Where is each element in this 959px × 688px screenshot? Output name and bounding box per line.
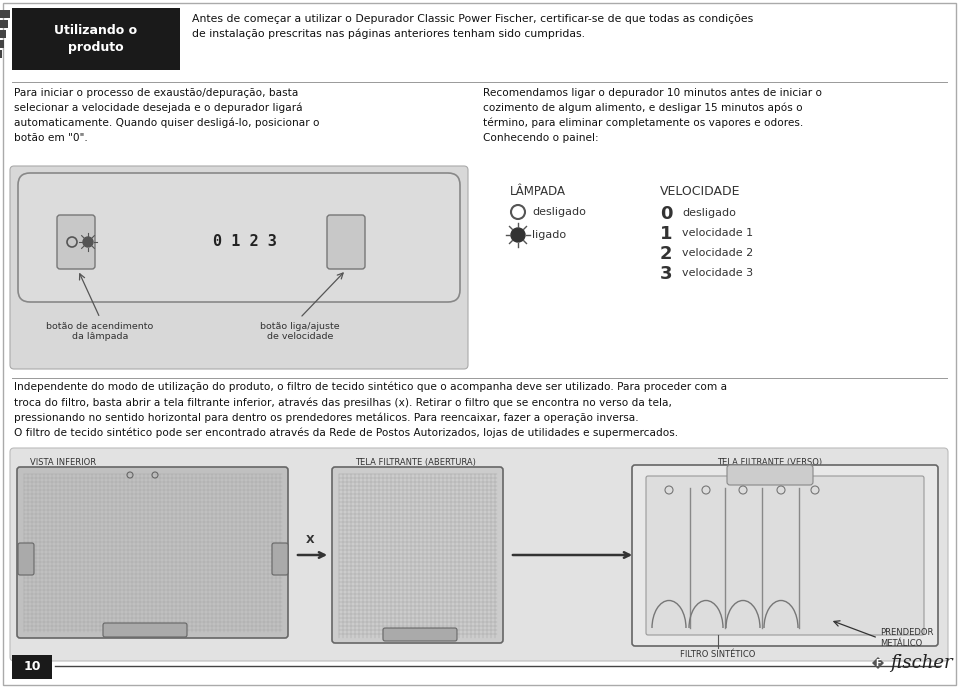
Text: 2: 2 <box>660 245 672 263</box>
Bar <box>0 10 10 18</box>
Bar <box>0 50 2 58</box>
Text: 3: 3 <box>660 265 672 283</box>
Text: Independente do modo de utilização do produto, o filtro de tecido sintético que : Independente do modo de utilização do pr… <box>14 382 727 438</box>
Bar <box>0 20 8 28</box>
Bar <box>0 30 6 38</box>
Text: F: F <box>876 658 880 667</box>
Text: botão liga/ajuste
de velocidade: botão liga/ajuste de velocidade <box>260 322 339 341</box>
FancyBboxPatch shape <box>10 448 948 661</box>
Text: 0: 0 <box>660 205 672 223</box>
Circle shape <box>511 228 525 242</box>
Text: fischer: fischer <box>890 654 952 672</box>
FancyBboxPatch shape <box>18 173 460 302</box>
Text: desligado: desligado <box>532 207 586 217</box>
Text: TELA FILTRANTE (ABERTURA): TELA FILTRANTE (ABERTURA) <box>355 458 476 467</box>
Text: VISTA INFERIOR
MONTADA: VISTA INFERIOR MONTADA <box>30 458 96 477</box>
FancyBboxPatch shape <box>103 623 187 637</box>
Text: PRENDEDOR
METÁLICO: PRENDEDOR METÁLICO <box>880 628 933 647</box>
FancyBboxPatch shape <box>272 543 288 575</box>
FancyBboxPatch shape <box>57 215 95 269</box>
Bar <box>0 40 4 48</box>
Text: velocidade 3: velocidade 3 <box>682 268 753 278</box>
FancyBboxPatch shape <box>10 166 468 369</box>
Text: velocidade 1: velocidade 1 <box>682 228 753 238</box>
FancyBboxPatch shape <box>17 467 288 638</box>
FancyBboxPatch shape <box>327 215 365 269</box>
Circle shape <box>83 237 93 247</box>
Text: 1: 1 <box>660 225 672 243</box>
FancyBboxPatch shape <box>646 476 924 635</box>
Text: VELOCIDADE: VELOCIDADE <box>660 185 740 198</box>
Text: Para iniciar o processo de exaustão/depuração, basta
selecionar a velocidade des: Para iniciar o processo de exaustão/depu… <box>14 88 319 142</box>
Text: Utilizando o
produto: Utilizando o produto <box>55 24 137 54</box>
Text: FILTRO SINTÉTICO: FILTRO SINTÉTICO <box>680 650 756 659</box>
Text: desligado: desligado <box>682 208 736 218</box>
Bar <box>12 655 52 679</box>
Text: Recomendamos ligar o depurador 10 minutos antes de iniciar o
cozimento de algum : Recomendamos ligar o depurador 10 minuto… <box>483 88 822 142</box>
Text: botão de acendimento
da lâmpada: botão de acendimento da lâmpada <box>46 322 153 341</box>
Polygon shape <box>872 657 884 669</box>
FancyBboxPatch shape <box>3 3 956 685</box>
FancyBboxPatch shape <box>727 465 813 485</box>
Text: 10: 10 <box>23 660 40 674</box>
Text: velocidade 2: velocidade 2 <box>682 248 753 258</box>
FancyBboxPatch shape <box>12 8 180 70</box>
Text: LÂMPADA: LÂMPADA <box>510 185 566 198</box>
Text: Antes de começar a utilizar o Depurador Classic Power Fischer, certificar-se de : Antes de começar a utilizar o Depurador … <box>192 14 753 39</box>
Text: ligado: ligado <box>532 230 566 240</box>
FancyBboxPatch shape <box>332 467 503 643</box>
Text: 0 1 2 3: 0 1 2 3 <box>213 235 277 250</box>
Text: TELA FILTRANTE (VERSO): TELA FILTRANTE (VERSO) <box>717 458 823 467</box>
FancyBboxPatch shape <box>632 465 938 646</box>
FancyBboxPatch shape <box>383 628 457 641</box>
FancyBboxPatch shape <box>18 543 34 575</box>
Text: X: X <box>306 535 315 545</box>
